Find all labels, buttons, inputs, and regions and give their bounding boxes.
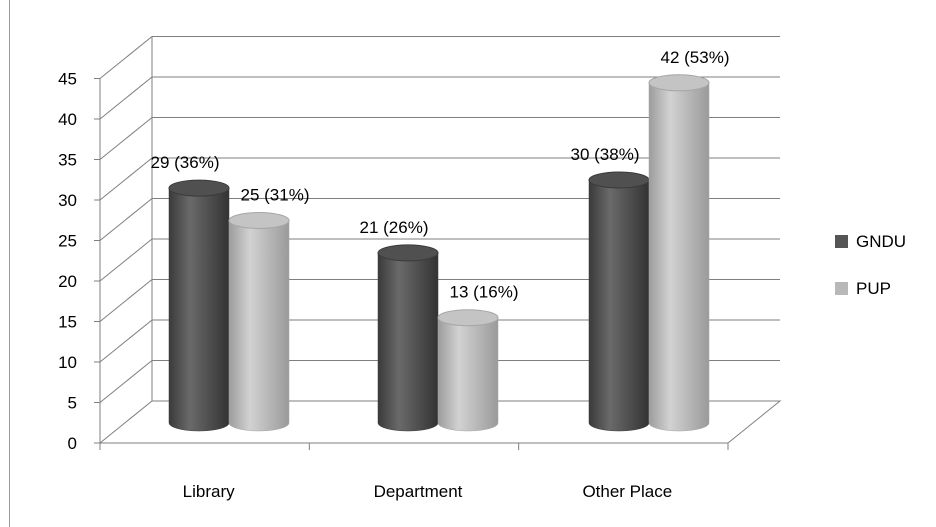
y-tick-label: 35 <box>58 151 77 170</box>
bar-pup-1 <box>228 212 290 432</box>
x-tick-label: Library <box>183 482 235 501</box>
y-tick-label: 20 <box>58 272 77 291</box>
data-label-pup-1: 25 (31%) <box>241 186 310 205</box>
gridline-side <box>99 238 153 282</box>
legend-label: GNDU <box>856 232 906 251</box>
y-tick-label: 10 <box>58 353 77 372</box>
gridline-side <box>99 76 153 120</box>
bar-pup-3 <box>648 74 710 432</box>
data-labels: 29 (36%) 21 (26%) 30 (38%) 25 (31%) 13 (16%)… <box>151 48 730 302</box>
y-tick-label: 45 <box>58 70 77 89</box>
gridline-side <box>99 117 153 160</box>
y-tick-label: 40 <box>58 110 77 129</box>
bar-gndu-1 <box>168 179 230 432</box>
y-tick-label: 0 <box>68 434 77 453</box>
legend-item-gndu: GNDU <box>835 232 906 251</box>
y-tick-label: 25 <box>58 232 77 251</box>
y-tick-label: 30 <box>58 191 77 210</box>
data-label-pup-2: 13 (16%) <box>450 283 519 302</box>
legend-swatch <box>835 282 848 295</box>
legend-item-pup: PUP <box>835 279 891 298</box>
gridline-side <box>99 319 153 363</box>
y-tick-label: 15 <box>58 313 77 332</box>
gridline-side <box>99 198 153 241</box>
bar-gndu-3 <box>588 171 650 432</box>
bar-pup-2 <box>437 309 499 432</box>
legend-label: PUP <box>856 279 891 298</box>
data-label-gndu-3: 30 (38%) <box>571 145 640 164</box>
bars <box>168 74 710 432</box>
x-tick-label: Department <box>374 482 463 501</box>
data-label-gndu-1: 29 (36%) <box>151 153 220 172</box>
gridline-side <box>99 360 153 403</box>
left-frame-border <box>9 0 10 527</box>
y-tick-label: 5 <box>68 394 77 413</box>
legend: GNDU PUP <box>835 232 906 298</box>
x-tick-label: Other Place <box>582 482 672 501</box>
data-label-pup-3: 42 (53%) <box>661 48 730 67</box>
data-label-gndu-2: 21 (26%) <box>360 218 429 237</box>
gridline-side <box>99 36 153 79</box>
gridline-side <box>99 157 153 201</box>
legend-swatch <box>835 235 848 248</box>
axes: 0 5 10 15 20 25 30 35 40 45 Library Department Other… <box>58 70 729 501</box>
bar-gndu-2 <box>377 244 439 432</box>
gridline-side <box>99 279 153 322</box>
